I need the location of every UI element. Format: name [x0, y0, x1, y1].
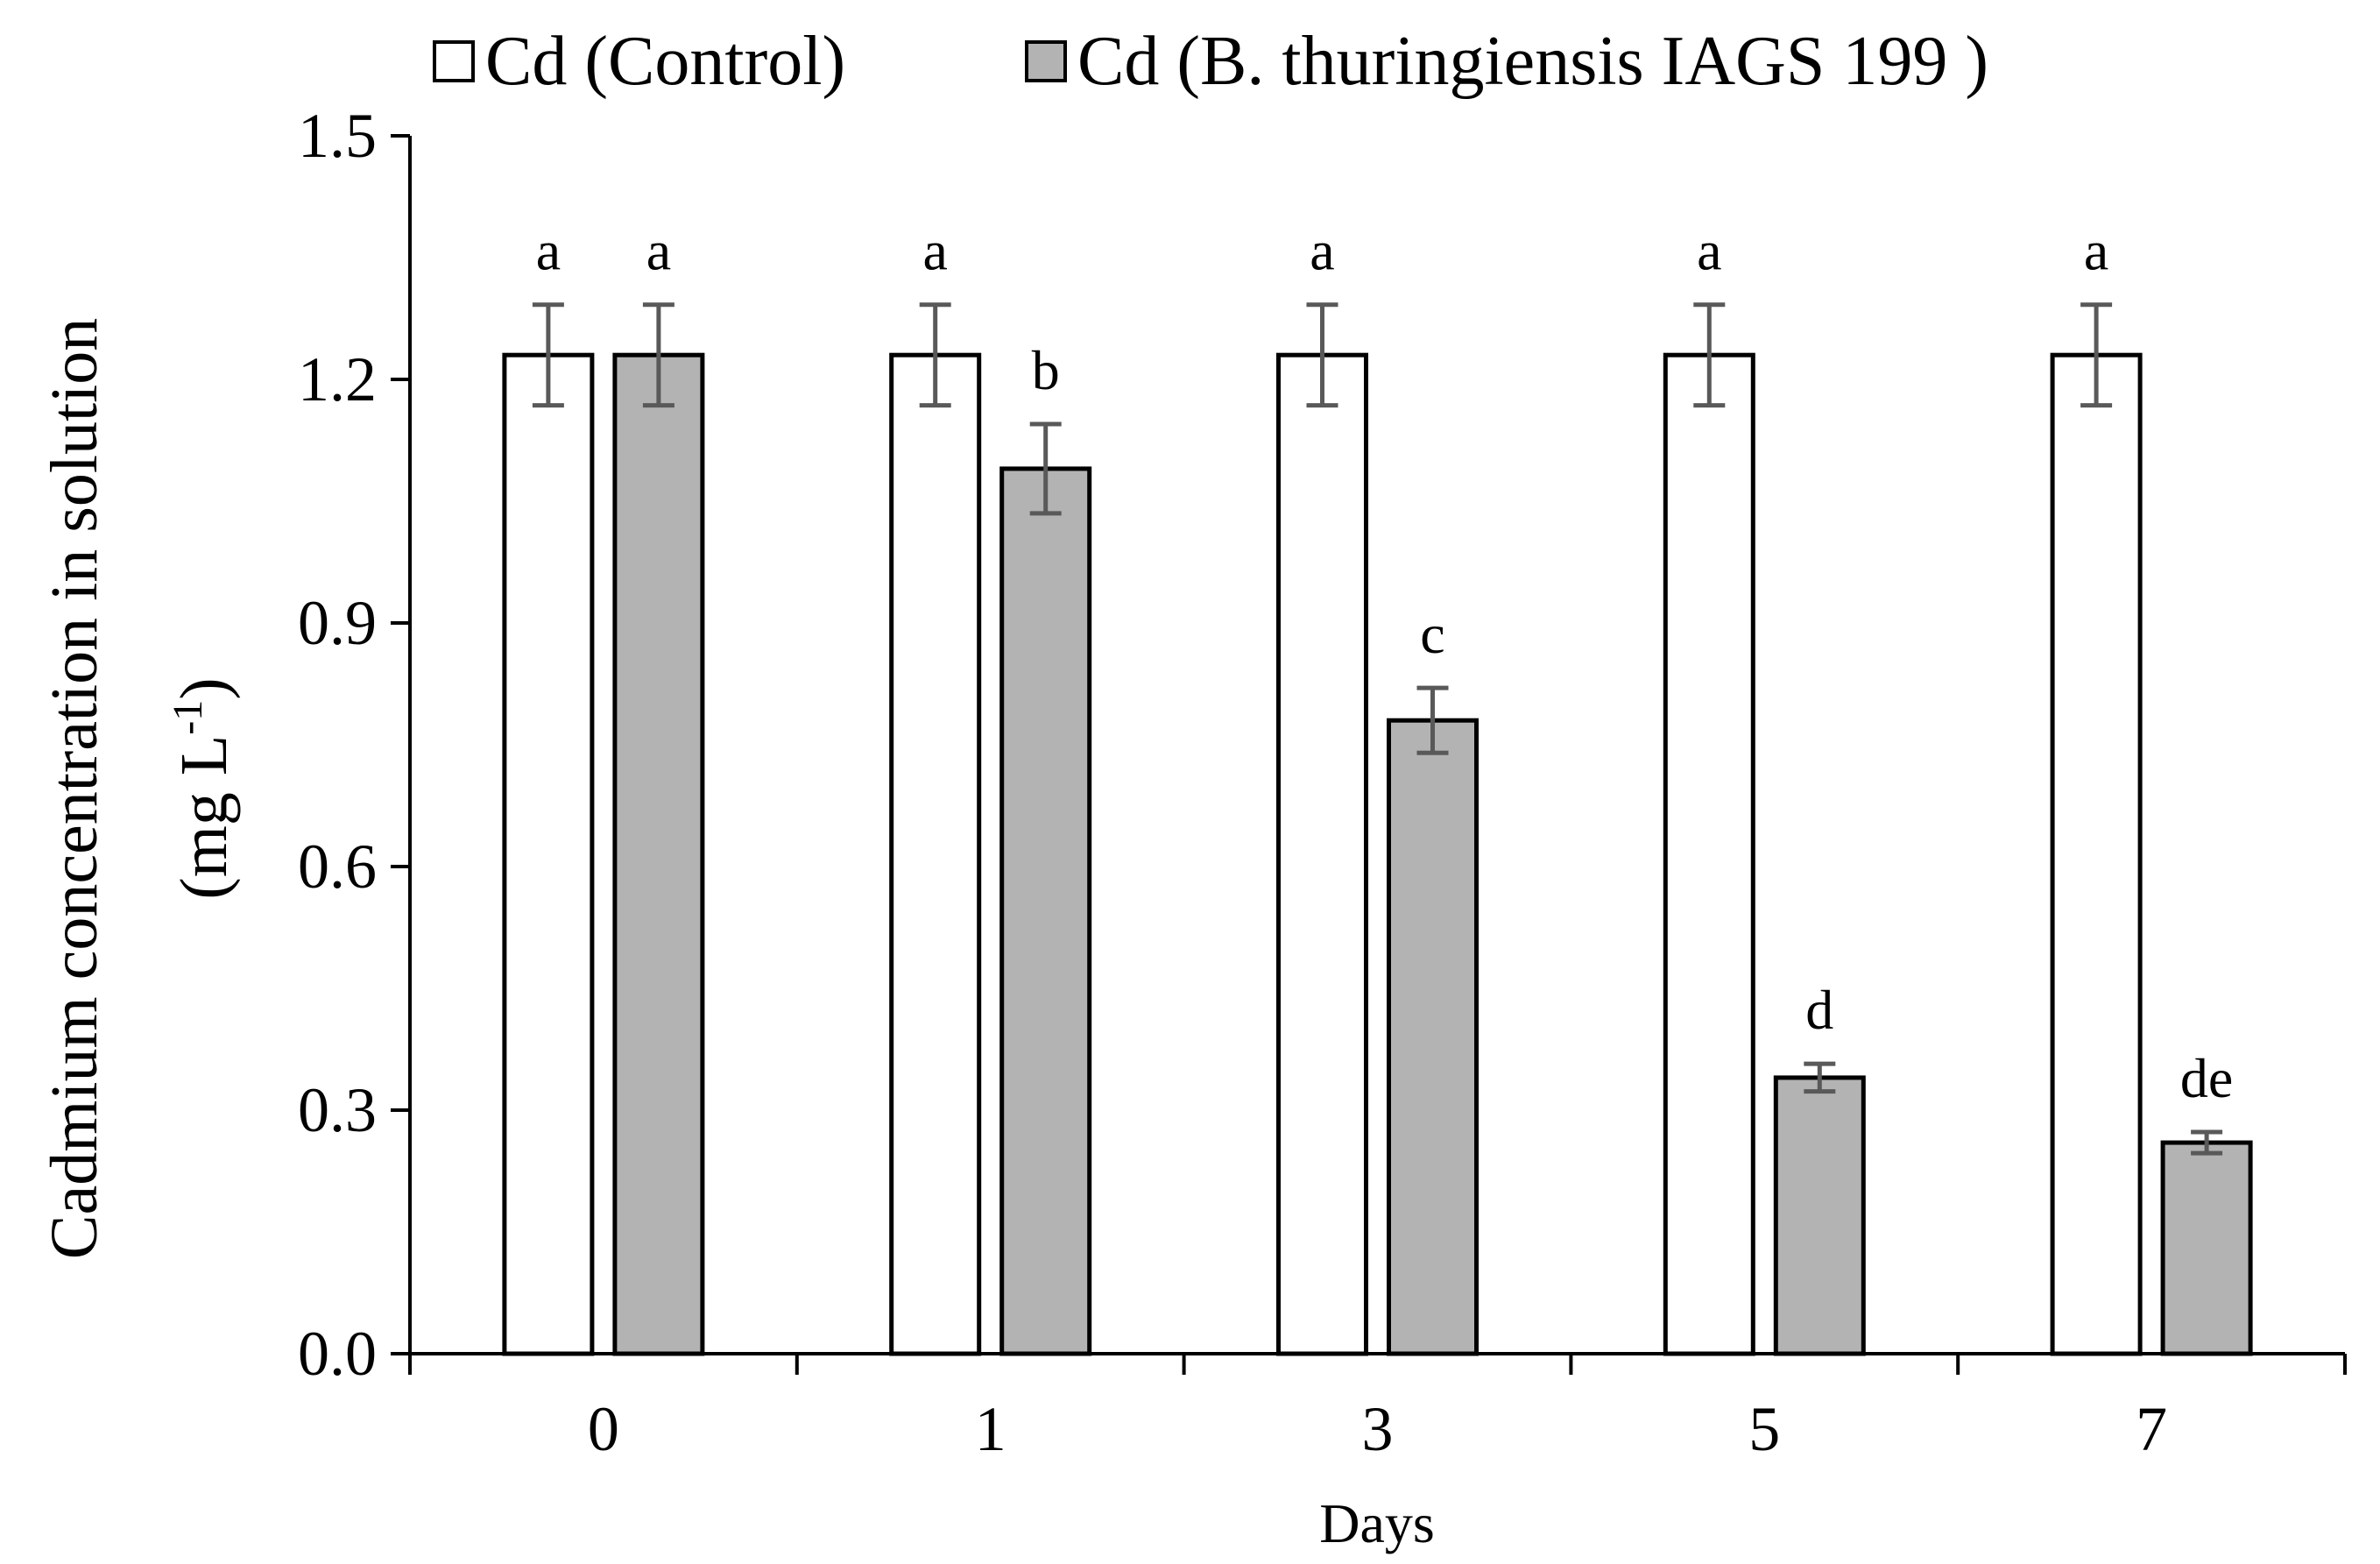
x-tick-label: 7 [2136, 1394, 2167, 1464]
y-axis-label-line1: Cadmium concentration in solution [38, 318, 111, 1259]
legend: Cd (Control) Cd (B. thuringiensis IAGS 19… [433, 23, 1988, 100]
error-bars [532, 302, 2223, 1156]
x-tick-label: 3 [1362, 1394, 1394, 1464]
significance-letter: a [646, 220, 671, 282]
y-tick-label: 1.2 [298, 344, 377, 414]
significance-letter: a [2084, 220, 2108, 282]
y-axis-label-close: ) [167, 677, 241, 699]
bar-treatment [2160, 1140, 2253, 1356]
x-tick-label: 5 [1748, 1394, 1780, 1464]
bar-letter-labels: a a a a a a b c d de [536, 220, 2234, 1109]
bar-control [502, 352, 595, 1356]
legend-label-treatment: Cd (B. thuringiensis IAGS 199 ) [1077, 23, 1988, 100]
significance-letter: a [1310, 220, 1334, 282]
bar-treatment [1773, 1075, 1866, 1356]
tick-labels: 0.0 0.3 0.6 0.9 1.2 1.5 0 1 3 5 7 [298, 101, 2167, 1464]
legend-label-control: Cd (Control) [485, 23, 845, 100]
bar-treatment [999, 466, 1092, 1356]
significance-letter: a [1697, 220, 1721, 282]
x-axis-label: Days [1319, 1492, 1435, 1554]
y-tick-label: 1.5 [298, 101, 377, 171]
significance-letter: de [2180, 1047, 2233, 1109]
y-tick-label: 0.6 [298, 832, 377, 902]
bar-control [1276, 352, 1368, 1356]
y-tick-label: 0.3 [298, 1075, 377, 1145]
bar-control [2050, 352, 2143, 1356]
y-tick-label: 0.9 [298, 588, 377, 658]
significance-letter: a [536, 220, 561, 282]
x-tick-label: 1 [975, 1394, 1006, 1464]
y-tick-label: 0.0 [298, 1319, 377, 1389]
axes [391, 134, 2347, 1375]
x-tick-label: 0 [588, 1394, 619, 1464]
significance-letter: a [922, 220, 947, 282]
bar-control [1663, 352, 1755, 1356]
bar-treatment [612, 352, 705, 1356]
significance-letter: b [1032, 339, 1060, 401]
significance-letter: c [1420, 603, 1444, 665]
bars [502, 352, 2253, 1356]
legend-swatch-control [433, 40, 475, 82]
y-axis-label-line2: (mg L-1) [165, 677, 241, 899]
significance-letter: d [1805, 979, 1833, 1041]
y-axis-label-unit: (mg L [167, 735, 241, 900]
bar-control [889, 352, 982, 1356]
bar-treatment [1387, 718, 1479, 1356]
legend-swatch-treatment [1025, 40, 1067, 82]
y-axis-label-superscript: -1 [165, 700, 211, 735]
